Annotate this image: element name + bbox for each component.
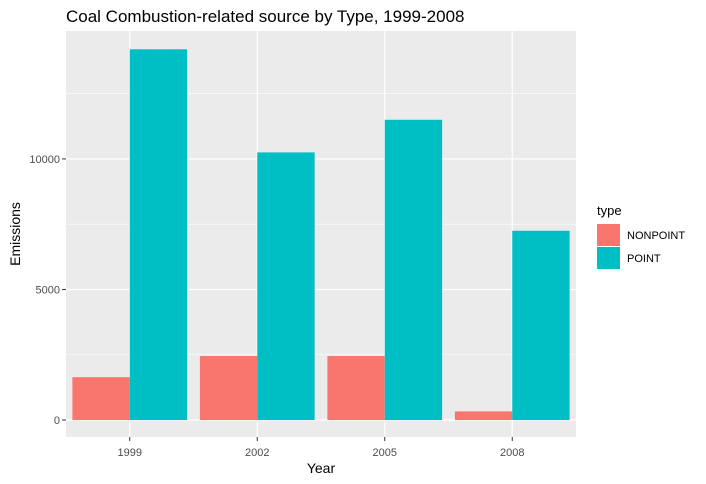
x-tick-label: 2002 — [245, 447, 269, 459]
bar-nonpoint-2008 — [454, 411, 513, 421]
x-axis-title: Year — [307, 460, 336, 476]
bar-nonpoint-2002 — [199, 356, 258, 421]
y-tick-label: 5000 — [36, 284, 60, 296]
x-tick-label: 1999 — [118, 447, 142, 459]
x-tick-label: 2005 — [373, 447, 397, 459]
y-tick-label: 0 — [54, 415, 60, 427]
x-tick-label: 2008 — [500, 447, 524, 459]
legend-label-point: POINT — [627, 253, 661, 265]
bar-point-2002 — [257, 152, 315, 421]
legend-label-nonpoint: NONPOINT — [627, 230, 685, 242]
bars — [72, 49, 570, 421]
y-tick-label: 10000 — [29, 154, 60, 166]
y-axis: 0 5000 10000 — [29, 154, 66, 427]
chart-title: Coal Combustion-related source by Type, … — [66, 7, 464, 26]
legend-title: type — [597, 203, 622, 218]
legend-key-nonpoint — [597, 224, 620, 246]
bar-point-1999 — [129, 49, 188, 421]
y-axis-title: Emissions — [7, 202, 23, 266]
bar-point-2005 — [384, 119, 443, 421]
legend: type NONPOINT POINT — [597, 203, 685, 269]
x-axis: 1999 2002 2005 2008 — [118, 437, 524, 459]
bar-point-2008 — [512, 230, 570, 421]
bar-nonpoint-2005 — [327, 356, 385, 421]
bar-nonpoint-1999 — [72, 377, 130, 421]
legend-key-point — [597, 247, 620, 269]
